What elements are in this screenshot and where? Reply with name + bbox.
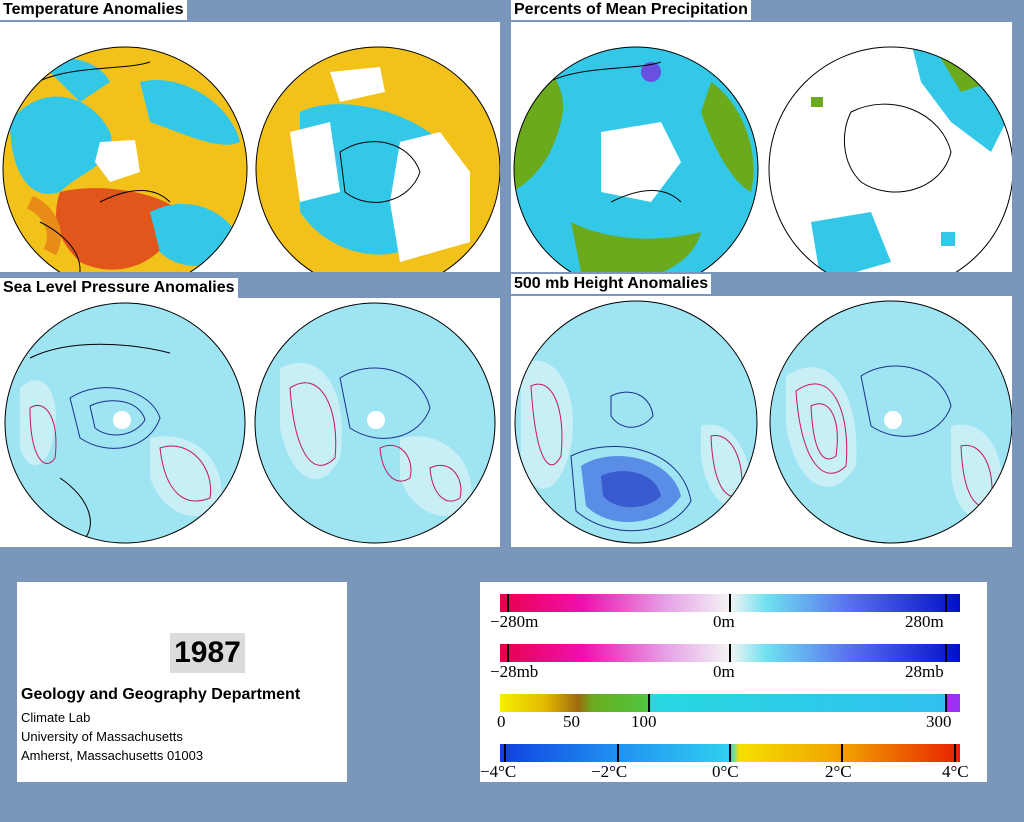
precipitation-northern-hemisphere-map	[514, 47, 758, 272]
height-tick-min	[507, 594, 509, 612]
precip-tick-300	[945, 694, 947, 712]
height-label-mid: 0m	[713, 612, 735, 631]
panel-title-precipitation: Percents of Mean Precipitation	[511, 0, 751, 20]
height-tick-mid	[729, 594, 731, 612]
precip-label-50: 50	[563, 712, 580, 731]
panel-title-slp: Sea Level Pressure Anomalies	[0, 278, 238, 298]
legend-box: −280m 0m 280m −28mb 0m 28mb 0 50 100 300…	[480, 582, 987, 782]
temp-label-vm4: −4°C	[480, 762, 517, 781]
year-label: 1987	[170, 633, 245, 673]
temp-label-v4: 4°C	[942, 762, 969, 781]
panel-title-height: 500 mb Height Anomalies	[511, 274, 712, 294]
pressure-tick-min	[507, 644, 509, 662]
temperature-maps	[2, 46, 500, 272]
temp-tick-v2	[841, 744, 843, 762]
height-northern-hemisphere-map	[515, 301, 757, 543]
temperature-northern-hemisphere-map	[3, 47, 247, 272]
temp-tick-vm4	[504, 744, 506, 762]
pressure-label-mid: 0m	[713, 662, 735, 681]
precip-label-100: 100	[631, 712, 657, 731]
height-label-max: 280m	[905, 612, 944, 631]
pressure-tick-max	[945, 644, 947, 662]
height-tick-max	[945, 594, 947, 612]
pressure-label-max: 28mb	[905, 662, 944, 681]
temp-tick-v0	[729, 744, 731, 762]
panel-title-temperature: Temperature Anomalies	[0, 0, 187, 20]
slp-panel: Sea Level Pressure Anomalies	[0, 278, 500, 547]
pressure-tick-mid	[729, 644, 731, 662]
precip-color-bar	[500, 694, 960, 712]
temp-tick-vm2	[617, 744, 619, 762]
height-label-min: −280m	[490, 612, 539, 631]
department-name: Geology and Geography Department	[21, 686, 301, 703]
lab-name: Climate Lab	[21, 710, 91, 725]
temp-label-vm2: −2°C	[591, 762, 628, 781]
slp-maps	[4, 302, 496, 544]
address-line: Amherst, Massachusetts 01003	[21, 748, 204, 763]
temp-label-v2: 2°C	[825, 762, 852, 781]
info-box: 1987 Geology and Geography Department Cl…	[17, 582, 347, 782]
precip-tick-100	[648, 694, 650, 712]
pressure-label-min: −28mb	[490, 662, 539, 681]
temperature-panel: Temperature Anomalies	[0, 0, 500, 272]
temp-tick-v4	[954, 744, 956, 762]
university-name: University of Massachusetts	[21, 729, 183, 744]
temperature-southern-hemisphere-map	[256, 47, 500, 272]
precipitation-southern-hemisphere-map	[769, 47, 1012, 272]
precipitation-maps	[513, 46, 1012, 272]
height-panel: 500 mb Height Anomalies	[511, 274, 1012, 547]
precipitation-panel: Percents of Mean Precipitation	[511, 0, 1012, 272]
temp-label-v0: 0°C	[712, 762, 739, 781]
height-maps	[514, 300, 1012, 544]
precip-label-300: 300	[926, 712, 952, 731]
precip-label-0: 0	[497, 712, 506, 731]
